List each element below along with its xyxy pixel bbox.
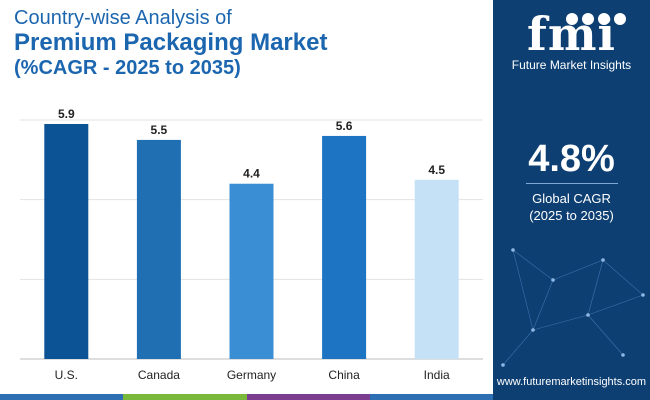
global-cagr-value: 4.8% — [528, 138, 615, 180]
bar-canada — [136, 139, 181, 359]
data-label: 4.5 — [428, 163, 445, 177]
logo-text: Future Market Insights — [511, 58, 632, 72]
chart-title: Country-wise Analysis of Premium Packagi… — [14, 6, 327, 80]
title-line-2: Premium Packaging Market — [14, 29, 328, 56]
bar-germany — [229, 183, 274, 359]
data-label: 5.5 — [151, 123, 168, 137]
bottom-bar-segment — [369, 394, 493, 400]
website-url: www.futuremarketinsights.com — [496, 376, 647, 388]
x-tick-label: China — [328, 368, 360, 382]
bar-china — [322, 135, 367, 359]
cagr-divider — [526, 183, 618, 184]
cagr-label-line-1: Global CAGR — [532, 191, 611, 206]
title-line-1: Country-wise Analysis of — [14, 7, 232, 29]
bottom-color-bar — [0, 394, 493, 400]
data-label: 5.9 — [58, 107, 75, 121]
bar-chart: 5.9 U.S. 5.5 Canada 4.4 Germany 5.6 China 4.5 Ind… — [20, 107, 483, 382]
x-tick-label: Canada — [138, 368, 180, 382]
bar-us — [44, 123, 89, 359]
bottom-bar-segment — [0, 394, 124, 400]
data-label: 4.4 — [243, 167, 260, 181]
fmi-logo: fmi Future Market Insights — [493, 8, 650, 72]
bottom-bar-segment — [123, 394, 247, 400]
side-panel: fmi Future Market Insights 4.8% Global C… — [493, 0, 650, 400]
x-tick-label: Germany — [227, 368, 276, 382]
global-cagr-label: Global CAGR (2025 to 2035) — [493, 190, 650, 224]
network-decoration — [501, 248, 645, 367]
data-label: 5.6 — [336, 119, 353, 133]
x-tick-label: U.S. — [55, 368, 78, 382]
title-line-3: (%CAGR - 2025 to 2035) — [14, 57, 241, 79]
logo-icons — [566, 13, 626, 25]
cagr-label-line-2: (2025 to 2035) — [529, 208, 614, 223]
bar-india — [414, 179, 459, 359]
x-tick-label: India — [424, 368, 450, 382]
bottom-bar-segment — [246, 394, 370, 400]
